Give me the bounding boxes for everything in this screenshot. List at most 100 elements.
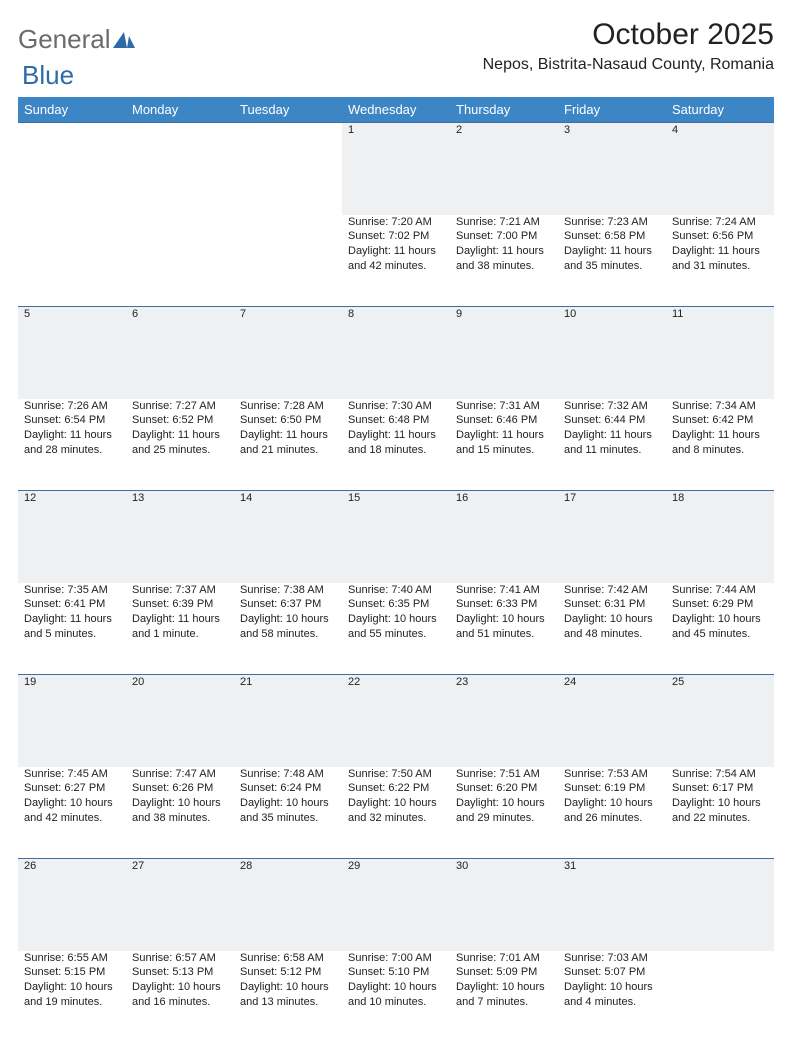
daylight-line-1: Daylight: 10 hours — [348, 980, 444, 995]
sunset-line: Sunset: 6:22 PM — [348, 781, 444, 796]
day-number: 18 — [666, 491, 774, 583]
day-cell: Sunrise: 6:55 AMSunset: 5:15 PMDaylight:… — [18, 951, 126, 1043]
day-number: 7 — [234, 307, 342, 399]
daylight-line-2: and 15 minutes. — [456, 443, 552, 458]
sunrise-line: Sunrise: 7:03 AM — [564, 951, 660, 966]
daylight-line-2: and 42 minutes. — [24, 811, 120, 826]
day-cell: Sunrise: 7:54 AMSunset: 6:17 PMDaylight:… — [666, 767, 774, 859]
daylight-line-1: Daylight: 11 hours — [132, 428, 228, 443]
month-title: October 2025 — [483, 18, 774, 52]
day-number: 11 — [666, 307, 774, 399]
daylight-line-1: Daylight: 10 hours — [672, 796, 768, 811]
daylight-line-2: and 45 minutes. — [672, 627, 768, 642]
daylight-line-1: Daylight: 10 hours — [132, 980, 228, 995]
day-cell: Sunrise: 7:26 AMSunset: 6:54 PMDaylight:… — [18, 399, 126, 491]
sunset-line: Sunset: 5:07 PM — [564, 965, 660, 980]
sunset-line: Sunset: 6:27 PM — [24, 781, 120, 796]
day-number: 3 — [558, 123, 666, 215]
day-cell: Sunrise: 7:20 AMSunset: 7:02 PMDaylight:… — [342, 215, 450, 307]
day-number — [666, 859, 774, 951]
daylight-line-2: and 32 minutes. — [348, 811, 444, 826]
daylight-line-1: Daylight: 10 hours — [456, 980, 552, 995]
sunrise-line: Sunrise: 6:58 AM — [240, 951, 336, 966]
daylight-line-1: Daylight: 11 hours — [456, 428, 552, 443]
day-cell: Sunrise: 7:32 AMSunset: 6:44 PMDaylight:… — [558, 399, 666, 491]
sunset-line: Sunset: 6:44 PM — [564, 413, 660, 428]
sunset-line: Sunset: 6:52 PM — [132, 413, 228, 428]
daylight-line-2: and 42 minutes. — [348, 259, 444, 274]
daylight-line-1: Daylight: 11 hours — [456, 244, 552, 259]
day-cell — [666, 951, 774, 1043]
day-cell: Sunrise: 7:28 AMSunset: 6:50 PMDaylight:… — [234, 399, 342, 491]
weekday-header: Friday — [558, 97, 666, 123]
day-cell: Sunrise: 7:38 AMSunset: 6:37 PMDaylight:… — [234, 583, 342, 675]
sunset-line: Sunset: 5:10 PM — [348, 965, 444, 980]
daylight-line-1: Daylight: 10 hours — [564, 980, 660, 995]
day-cell: Sunrise: 7:50 AMSunset: 6:22 PMDaylight:… — [342, 767, 450, 859]
sunrise-line: Sunrise: 7:24 AM — [672, 215, 768, 230]
week-row: Sunrise: 7:35 AMSunset: 6:41 PMDaylight:… — [18, 583, 774, 675]
day-number: 30 — [450, 859, 558, 951]
daylight-line-1: Daylight: 11 hours — [348, 244, 444, 259]
day-cell: Sunrise: 6:58 AMSunset: 5:12 PMDaylight:… — [234, 951, 342, 1043]
sunset-line: Sunset: 5:13 PM — [132, 965, 228, 980]
day-cell — [126, 215, 234, 307]
sunset-line: Sunset: 6:56 PM — [672, 229, 768, 244]
daylight-line-1: Daylight: 11 hours — [564, 244, 660, 259]
daylight-line-2: and 28 minutes. — [24, 443, 120, 458]
daylight-line-1: Daylight: 10 hours — [24, 796, 120, 811]
daylight-line-2: and 38 minutes. — [132, 811, 228, 826]
weekday-header-row: Sunday Monday Tuesday Wednesday Thursday… — [18, 97, 774, 123]
daylight-line-2: and 29 minutes. — [456, 811, 552, 826]
day-number: 2 — [450, 123, 558, 215]
daylight-line-1: Daylight: 10 hours — [24, 980, 120, 995]
sunset-line: Sunset: 5:12 PM — [240, 965, 336, 980]
day-number: 14 — [234, 491, 342, 583]
day-number: 21 — [234, 675, 342, 767]
weekday-header: Saturday — [666, 97, 774, 123]
daylight-line-1: Daylight: 10 hours — [348, 612, 444, 627]
daylight-line-2: and 58 minutes. — [240, 627, 336, 642]
title-block: October 2025 Nepos, Bistrita-Nasaud Coun… — [483, 18, 774, 80]
day-number: 20 — [126, 675, 234, 767]
daylight-line-1: Daylight: 10 hours — [564, 612, 660, 627]
day-cell: Sunrise: 7:01 AMSunset: 5:09 PMDaylight:… — [450, 951, 558, 1043]
daylight-line-1: Daylight: 10 hours — [240, 980, 336, 995]
sunset-line: Sunset: 5:15 PM — [24, 965, 120, 980]
sunset-line: Sunset: 7:00 PM — [456, 229, 552, 244]
sunrise-line: Sunrise: 7:28 AM — [240, 399, 336, 414]
daynum-row: 567891011 — [18, 307, 774, 399]
day-number — [126, 123, 234, 215]
day-cell: Sunrise: 7:31 AMSunset: 6:46 PMDaylight:… — [450, 399, 558, 491]
weekday-header: Thursday — [450, 97, 558, 123]
day-number: 12 — [18, 491, 126, 583]
sunrise-line: Sunrise: 7:01 AM — [456, 951, 552, 966]
daylight-line-2: and 48 minutes. — [564, 627, 660, 642]
daylight-line-2: and 21 minutes. — [240, 443, 336, 458]
day-number: 4 — [666, 123, 774, 215]
day-number — [234, 123, 342, 215]
sunset-line: Sunset: 6:54 PM — [24, 413, 120, 428]
sunrise-line: Sunrise: 7:21 AM — [456, 215, 552, 230]
sunrise-line: Sunrise: 7:30 AM — [348, 399, 444, 414]
daylight-line-2: and 7 minutes. — [456, 995, 552, 1010]
day-number: 28 — [234, 859, 342, 951]
day-cell: Sunrise: 7:23 AMSunset: 6:58 PMDaylight:… — [558, 215, 666, 307]
daylight-line-2: and 38 minutes. — [456, 259, 552, 274]
daynum-row: 19202122232425 — [18, 675, 774, 767]
daylight-line-1: Daylight: 11 hours — [240, 428, 336, 443]
sunrise-line: Sunrise: 7:54 AM — [672, 767, 768, 782]
week-row: Sunrise: 7:26 AMSunset: 6:54 PM Daylight:… — [18, 399, 774, 491]
sunset-line: Sunset: 6:41 PM — [24, 597, 120, 612]
sunrise-line: Sunrise: 7:26 AM — [24, 399, 120, 414]
daylight-line-1: Daylight: 11 hours — [564, 428, 660, 443]
sunrise-line: Sunrise: 7:38 AM — [240, 583, 336, 598]
weekday-header: Monday — [126, 97, 234, 123]
logo-text-1: General — [18, 24, 111, 55]
sunset-line: Sunset: 7:02 PM — [348, 229, 444, 244]
daylight-line-1: Daylight: 10 hours — [132, 796, 228, 811]
sunrise-line: Sunrise: 7:20 AM — [348, 215, 444, 230]
day-cell: Sunrise: 7:37 AMSunset: 6:39 PMDaylight:… — [126, 583, 234, 675]
daylight-line-2: and 4 minutes. — [564, 995, 660, 1010]
sunrise-line: Sunrise: 7:23 AM — [564, 215, 660, 230]
